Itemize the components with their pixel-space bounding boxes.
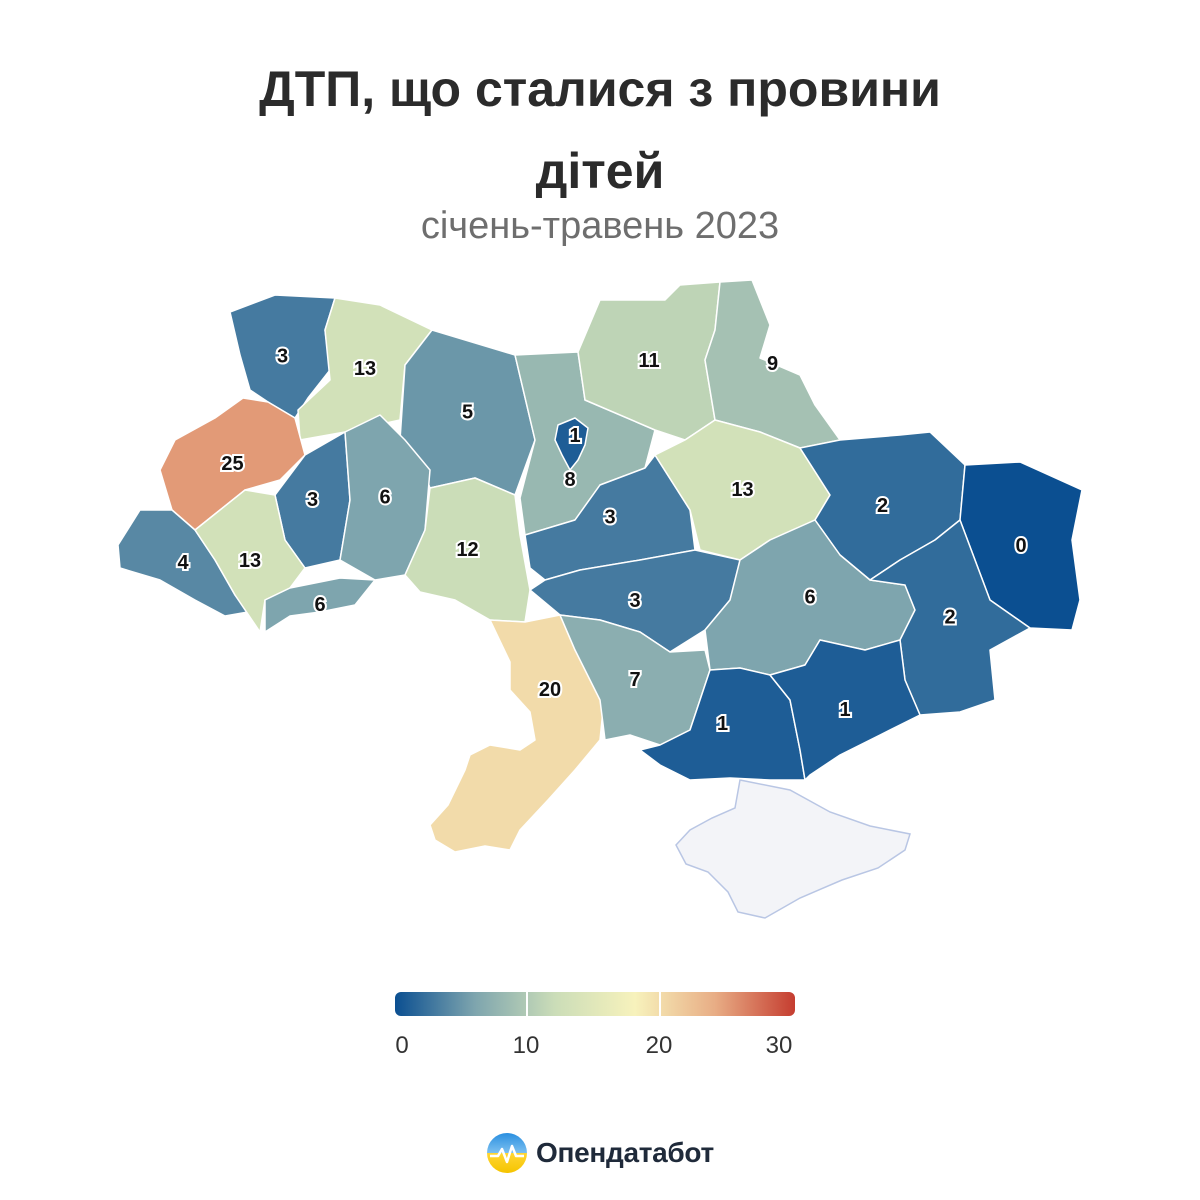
legend-tick-0: 0 [395, 1032, 409, 1059]
region-ivano-frankivsk[interactable] [194, 489, 306, 633]
legend-tick-30: 30 [765, 1032, 793, 1059]
region-value-label: 11 [638, 350, 659, 372]
region-volyn[interactable] [229, 294, 336, 419]
title-line-1: ДТП, що сталися з провини [259, 61, 941, 117]
region-zakarpattia[interactable] [117, 509, 249, 617]
region-cherkasy[interactable] [524, 454, 696, 581]
color-scale-bar [395, 992, 795, 1016]
region-value-label: 6 [314, 594, 325, 616]
region-donetsk[interactable] [869, 519, 1031, 716]
region-zaporizhzhia[interactable] [769, 639, 921, 781]
region-value-label: 3 [604, 507, 615, 529]
region-value-label: 3 [629, 590, 640, 612]
region-value-label: 5 [462, 402, 473, 424]
legend-tick-20: 20 [645, 1032, 673, 1059]
region-value-label: 13 [731, 479, 753, 501]
region-value-label: 4 [177, 552, 189, 574]
opendatabot-logo-icon [487, 1133, 527, 1173]
scale-divider-10 [526, 992, 528, 1016]
title-line-2: дітей [535, 143, 665, 199]
region-value-label: 3 [307, 489, 318, 511]
region-value-label: 12 [456, 539, 478, 561]
region-value-label: 13 [239, 550, 261, 572]
scale-divider-20 [659, 992, 661, 1016]
chart-subtitle: січень-травень 2023 [420, 205, 780, 247]
region-value-label: 1 [839, 699, 850, 721]
region-crimea [675, 779, 911, 919]
region-value-label: 8 [564, 469, 575, 491]
region-value-label: 9 [767, 353, 778, 375]
brand: Опендатабот [486, 1130, 714, 1176]
brand-name: Опендатабот [536, 1137, 714, 1168]
region-value-label: 13 [354, 358, 376, 380]
region-value-label: 20 [539, 679, 561, 701]
region-value-label: 1 [717, 713, 728, 735]
region-kyiv-city[interactable] [554, 417, 589, 471]
region-value-label: 25 [221, 453, 243, 475]
region-value-label: 6 [379, 487, 390, 509]
region-value-label: 3 [277, 346, 288, 368]
region-value-label: 6 [804, 587, 815, 609]
legend-tick-10: 10 [512, 1032, 540, 1059]
chart-title: ДТП, що сталися з провини дітей [0, 48, 1200, 212]
region-value-label: 2 [944, 607, 955, 629]
region-value-label: 2 [877, 495, 888, 517]
region-chernivtsi[interactable] [264, 577, 376, 633]
region-value-label: 0 [1015, 535, 1026, 557]
region-value-label: 1 [569, 425, 580, 447]
region-value-label: 7 [629, 669, 640, 691]
